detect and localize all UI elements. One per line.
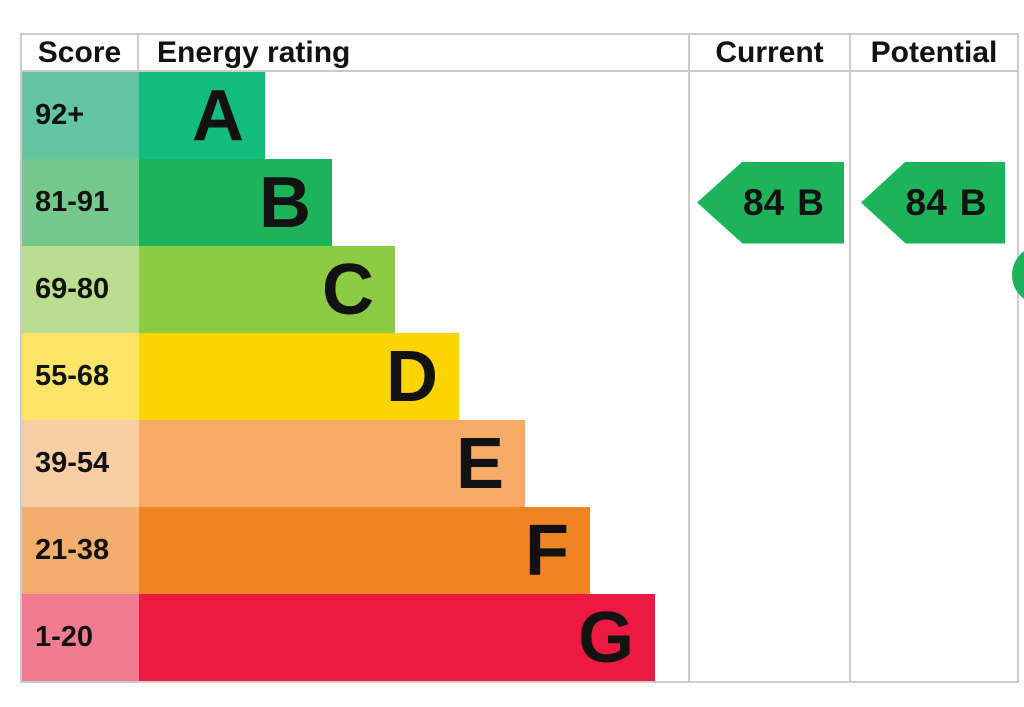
header-potential: Potential — [849, 35, 1017, 72]
current-rating-value: 84 — [743, 181, 785, 223]
header-score: Score — [22, 35, 139, 72]
score-range-a: 92+ — [22, 72, 139, 159]
potential-cell-b: 84 B — [849, 159, 1017, 246]
band-bar-b: B — [139, 159, 332, 246]
score-range-c: 69-80 — [22, 246, 139, 333]
score-range-b: 81-91 — [22, 159, 139, 246]
header-current: Current — [688, 35, 849, 72]
band-bar-c: C — [139, 246, 395, 333]
score-range-f: 21-38 — [22, 507, 139, 594]
potential-rating-band: B — [959, 181, 987, 223]
band-bar-a: A — [139, 72, 265, 159]
potential-cell-f — [849, 507, 1017, 594]
potential-rating-value: 84 — [905, 181, 947, 223]
band-bar-e: E — [139, 420, 525, 507]
band-letter-e: E — [455, 423, 504, 504]
header-energy-rating: Energy rating — [139, 35, 688, 72]
current-cell-g — [688, 594, 849, 681]
band-row-f: F — [139, 507, 688, 594]
score-range-e: 39-54 — [22, 420, 139, 507]
current-cell-e — [688, 420, 849, 507]
potential-cell-d — [849, 333, 1017, 420]
current-rating-band: B — [797, 181, 824, 223]
band-letter-b: B — [259, 162, 311, 243]
band-row-c: C — [139, 246, 688, 333]
band-bar-d: D — [139, 333, 459, 420]
band-row-b: B — [139, 159, 688, 246]
band-letter-c: C — [322, 249, 374, 330]
band-bar-f: F — [139, 507, 590, 594]
potential-rating-arrow: 84 B — [861, 161, 1005, 244]
potential-cell-g — [849, 594, 1017, 681]
potential-cell-c — [849, 246, 1017, 333]
band-row-a: A — [139, 72, 688, 159]
band-letter-g: G — [577, 597, 634, 678]
band-row-d: D — [139, 333, 688, 420]
band-letter-a: A — [192, 75, 244, 156]
band-letter-f: F — [525, 510, 569, 591]
band-row-e: E — [139, 420, 688, 507]
current-cell-c — [688, 246, 849, 333]
potential-cell-e — [849, 420, 1017, 507]
current-cell-d — [688, 333, 849, 420]
epc-table: Score Energy rating Current Potential 92… — [20, 33, 1019, 683]
current-rating-arrow: 84 B — [697, 161, 844, 244]
score-range-d: 55-68 — [22, 333, 139, 420]
current-cell-f — [688, 507, 849, 594]
band-letter-d: D — [386, 336, 438, 417]
current-cell-b: 84 B — [688, 159, 849, 246]
band-bar-g: G — [139, 594, 655, 681]
current-cell-a — [688, 72, 849, 159]
potential-cell-a — [849, 72, 1017, 159]
score-range-g: 1-20 — [22, 594, 139, 681]
band-row-g: G — [139, 594, 688, 681]
